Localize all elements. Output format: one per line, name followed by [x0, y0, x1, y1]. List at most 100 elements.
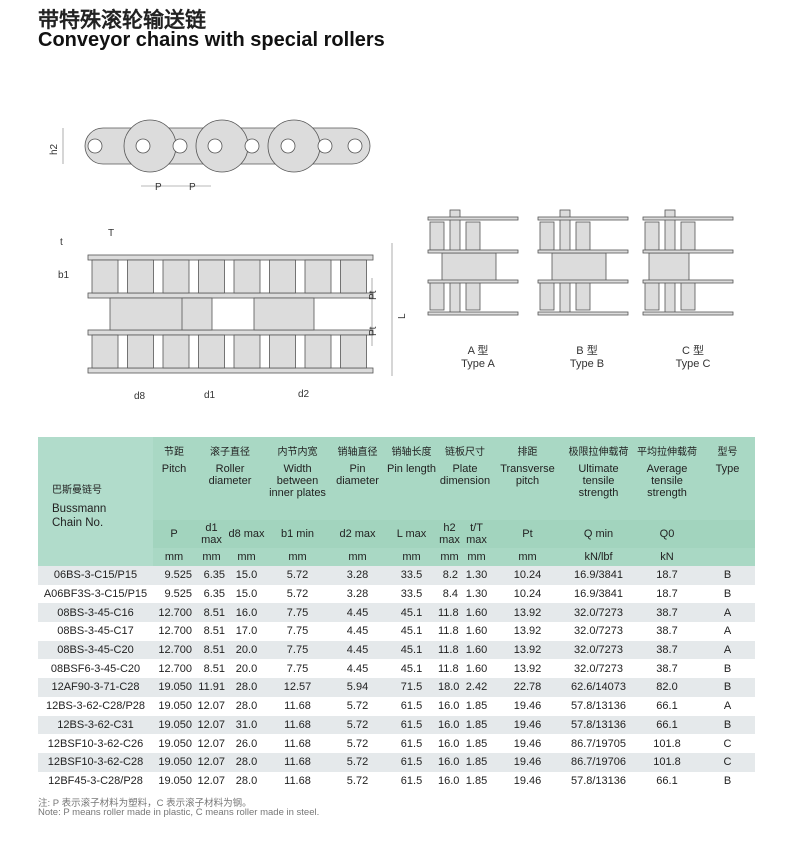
note-english: Note: P means roller made in plastic, C …: [38, 807, 320, 818]
cell-value: 11.8: [438, 622, 461, 641]
cell-value: 11.91: [195, 678, 228, 697]
table-row: 08BS-3-45-C20 12.700 8.51 20.0 7.75 4.45 45.1 1…: [38, 640, 755, 660]
header-width: 内节内宽 Width between inner plates: [265, 437, 330, 520]
roller: [429, 221, 445, 251]
cell-chain-no: 12BF45-3-C28/P28: [38, 771, 153, 791]
cell-value: 1.30: [461, 584, 492, 604]
cell-value: 8.51: [195, 622, 228, 641]
cell-value: A: [700, 640, 755, 660]
label-h2: h2: [49, 143, 60, 155]
cell-chain-no: 08BS-3-45-C20: [38, 640, 153, 660]
cell-value: 10.24: [492, 566, 563, 585]
plate: [87, 367, 374, 374]
cell-value: 86.7/19706: [563, 752, 634, 772]
header-ultimate-strength: 极限拉伸载荷 Ultimate tensile strength: [563, 437, 634, 520]
roller: [269, 259, 296, 294]
cell-value: 38.7: [634, 622, 700, 641]
special-roller: [648, 252, 690, 282]
cell-value: 38.7: [634, 659, 700, 679]
header-unit: mm: [228, 548, 265, 566]
cell-value: 32.0/7273: [563, 659, 634, 679]
cell-value: 45.1: [385, 603, 438, 623]
title-chinese: 带特殊滚轮输送链: [38, 8, 206, 32]
header-symbol: d1 max: [195, 520, 228, 548]
header-chain-no: 巴斯曼链号 Bussmann Chain No.: [38, 437, 153, 566]
cell-value: 3.28: [330, 584, 385, 604]
chain-diagrams: h2 P P t T b1 Pt Pt L d8 d1 d2 A 型 Type …: [49, 119, 734, 402]
plate: [87, 254, 374, 261]
cell-value: 5.72: [265, 584, 330, 604]
header-symbol: t/T max: [461, 520, 492, 548]
cell-value: 16.9/3841: [563, 584, 634, 604]
cell-value: 38.7: [634, 603, 700, 623]
cell-chain-no: 12BSF10-3-62-C28: [38, 752, 153, 772]
cell-value: 12.700: [153, 603, 195, 623]
cell-value: 19.050: [153, 696, 195, 716]
cell-value: 32.0/7273: [563, 603, 634, 623]
cell-value: 16.9/3841: [563, 566, 634, 585]
cell-value: 20.0: [228, 640, 265, 660]
label-pt2: Pt: [368, 326, 379, 336]
cell-value: 26.0: [228, 734, 265, 753]
cell-value: 101.8: [634, 734, 700, 753]
cell-value: 19.46: [492, 715, 563, 735]
header-symbol: d8 max: [228, 520, 265, 548]
cell-value: 7.75: [265, 640, 330, 660]
plate: [537, 279, 629, 284]
cell-value: 22.78: [492, 678, 563, 697]
cell-value: 28.0: [228, 752, 265, 772]
roller: [233, 334, 261, 369]
roller: [539, 221, 555, 251]
plate: [427, 249, 519, 254]
type-c-en: Type C: [676, 358, 711, 370]
cell-value: 10.24: [492, 584, 563, 604]
plate: [642, 279, 734, 284]
cell-value: 1.60: [461, 603, 492, 623]
cell-chain-no: 12AF90-3-71-C28: [38, 678, 153, 697]
cell-value: 12.700: [153, 640, 195, 660]
cell-value: 11.68: [265, 734, 330, 753]
header-unit: mm: [330, 548, 385, 566]
header-pin-length: 销轴长度 Pin length: [385, 437, 438, 520]
cell-value: B: [700, 771, 755, 791]
cell-value: 1.60: [461, 622, 492, 641]
cell-value: 16.0: [438, 752, 461, 772]
cell-value: 11.8: [438, 603, 461, 623]
cell-value: 12.07: [195, 771, 228, 791]
cell-value: 61.5: [385, 734, 438, 753]
cell-value: 19.050: [153, 715, 195, 735]
header-unit: kN/lbf: [563, 548, 634, 566]
table-row: 12BS-3-62-C28/P28 19.050 12.07 28.0 11.68 5.7…: [38, 696, 755, 716]
cell-value: 7.75: [265, 622, 330, 641]
roller: [269, 334, 296, 369]
header-roller-diameter: 滚子直径 Roller diameter: [195, 437, 265, 520]
header-unit: kN: [634, 548, 700, 566]
cell-value: B: [700, 566, 755, 585]
cell-value: 20.0: [228, 659, 265, 679]
cell-value: A: [700, 603, 755, 623]
cell-value: 12.57: [265, 678, 330, 697]
plate: [537, 249, 629, 254]
header-symbol: h2 max: [438, 520, 461, 548]
cell-value: 11.68: [265, 771, 330, 791]
header-unit: mm: [153, 548, 195, 566]
cell-value: 8.51: [195, 640, 228, 660]
pin-hole: [280, 138, 296, 154]
cell-value: B: [700, 584, 755, 604]
cell-value: 19.46: [492, 696, 563, 716]
cell-value: 101.8: [634, 752, 700, 772]
label-L: L: [397, 313, 408, 319]
cell-value: 82.0: [634, 678, 700, 697]
header-symbol: L max: [385, 520, 438, 548]
cell-value: 13.92: [492, 640, 563, 660]
cell-value: 8.4: [438, 584, 461, 604]
cell-value: 12.700: [153, 659, 195, 679]
pin-hole: [87, 138, 103, 154]
cell-value: 66.1: [634, 771, 700, 791]
header-unit: mm: [461, 548, 492, 566]
special-roller: [181, 297, 213, 331]
cell-value: 12.700: [153, 622, 195, 641]
header-symbol: b1 min: [265, 520, 330, 548]
header-pin-diameter: 销轴直径 Pin diameter: [330, 437, 385, 520]
roller: [465, 221, 481, 251]
